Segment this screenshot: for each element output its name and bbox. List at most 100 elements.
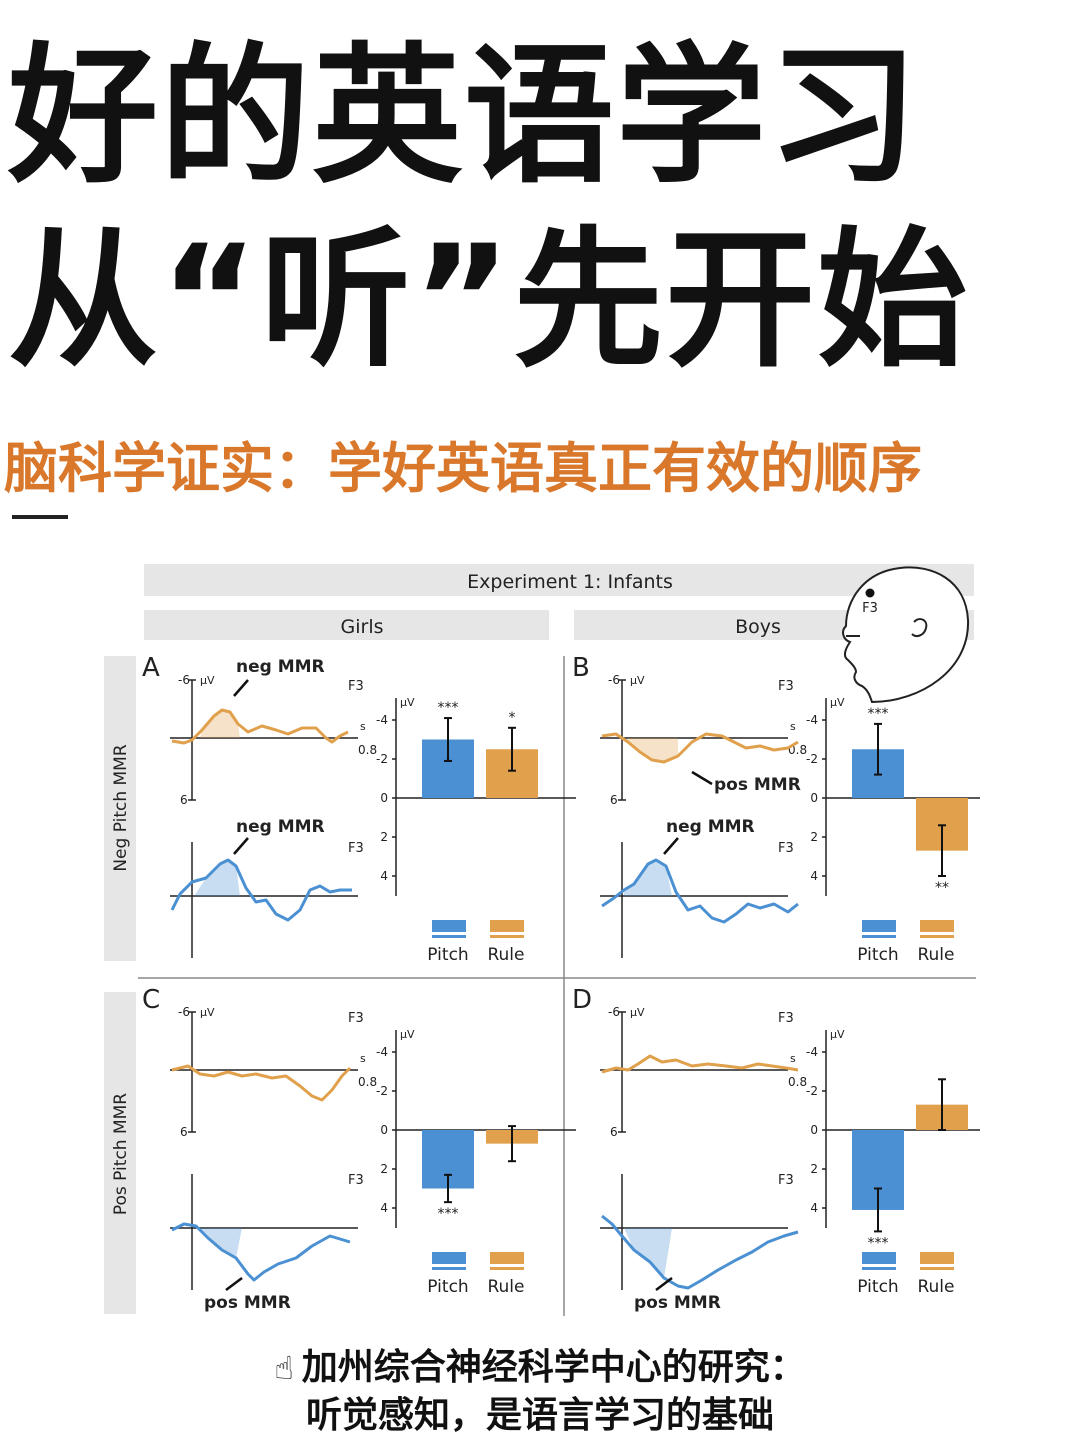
mmr-shaded-area [194,860,240,896]
mmr-shaded-area [624,1228,672,1278]
caption-line-2: 听觉感知，是语言学习的基础 [305,1395,774,1436]
bar-y-tick-label: -2 [806,1084,818,1098]
infant-head-icon [842,566,970,704]
bar-y-tick-label: 4 [810,869,818,883]
main-title-line-2: 从“听”先开始 [8,214,970,388]
pitch-waveform [601,1214,799,1290]
row-label-neg: Neg Pitch MMR [111,744,131,871]
mmr-label: pos MMR [634,1293,721,1313]
legend-swatch-line [432,935,466,938]
mmr-label: pos MMR [204,1293,291,1313]
mmr-label: neg MMR [236,817,325,837]
electrode-label: F3 [778,841,794,856]
row-header-neg [104,656,136,961]
significance-label: *** [438,1206,459,1222]
bar-y-tick-label: 4 [810,1201,818,1215]
legend-label: Rule [917,1277,954,1297]
time-end-label: 0.8 [358,743,377,757]
legend-label: Pitch [857,1277,898,1297]
legend-swatch-line [920,935,954,938]
panel-c: C -6 6 μV F3 s 0.8 F3 pos MMR μV -4 -2 0 2 4 *** Pitch Ru… [142,985,576,1313]
mmr-label: pos MMR [714,775,801,795]
mmr-shaded-area [624,860,672,896]
mmr-shaded-area [200,710,240,738]
wave-tick-label: 6 [180,1125,188,1139]
bar-y-tick-label: -2 [376,1084,388,1098]
mmr-arrow [655,1277,673,1291]
bar-y-tick-label: 2 [810,1162,818,1176]
mmr-arrow [233,837,249,855]
time-unit-label: s [790,720,796,733]
wave-tick-label: 6 [180,793,188,807]
main-title-line-1: 好的英语学习 [8,30,921,204]
wave-tick-label: 6 [610,793,618,807]
time-end-label: 0.8 [358,1075,377,1089]
legend-swatch-line [432,1267,466,1270]
time-unit-label: s [360,1052,366,1065]
bar-y-tick-label: 2 [380,1162,388,1176]
electrode-label: F3 [348,841,364,856]
bar-y-tick-label: 0 [810,1123,818,1137]
legend-label: Pitch [857,945,898,965]
head-electrode-label: F3 [862,601,878,616]
legend-swatch [920,920,954,932]
pointing-hand-icon: ☝ [274,1349,294,1387]
pitch-waveform [601,858,799,924]
panel-letter: A [142,653,160,683]
caption-line-1: ☝ 加州综合神经科学中心的研究： [0,1338,1080,1390]
rule-waveform [171,708,349,745]
electrode-label: F3 [348,1011,364,1026]
pitch-waveform [170,858,352,922]
significance-label: *** [868,1235,889,1251]
rule-waveform [171,1064,352,1102]
wave-tick-label: -6 [608,1005,620,1019]
wave-tick-label: -6 [178,1005,190,1019]
subtitle: 脑科学证实：学好英语真正有效的顺序 [4,437,922,500]
legend-label: Rule [487,945,524,965]
bar-unit-label: μV [400,1028,415,1041]
wave-tick-label: -6 [608,673,620,687]
panel-letter: B [572,653,590,683]
row-header-pos [104,992,136,1314]
pitch-waveform [171,1222,351,1282]
bar-y-tick-label: -2 [376,752,388,766]
significance-label: *** [868,706,889,722]
mmr-label: neg MMR [666,817,755,837]
significance-label: *** [438,700,459,716]
electrode-label: F3 [348,1173,364,1188]
mmr-arrow [663,837,679,855]
legend-swatch-line [862,935,896,938]
wave-unit-label: μV [630,1006,645,1019]
bar-y-tick-label: -4 [376,1045,388,1059]
bar-y-tick-label: -4 [806,713,818,727]
legend-label: Rule [487,1277,524,1297]
legend-swatch [862,920,896,932]
girls-header [144,610,549,640]
bar-y-tick-label: 4 [380,869,388,883]
legend-swatch-line [490,935,524,938]
legend-label: Pitch [427,1277,468,1297]
panel-letter: D [572,985,592,1015]
figure-header-bar [144,564,974,596]
rule-waveform [601,732,799,764]
wave-tick-label: -6 [178,673,190,687]
bar-unit-label: μV [830,1028,845,1041]
bar-y-tick-label: -4 [376,713,388,727]
wave-tick-label: 6 [610,1125,618,1139]
rule-waveform [601,1054,799,1074]
mmr-arrow [233,679,249,697]
electrode-label: F3 [778,1011,794,1026]
legend-swatch [432,1252,466,1264]
bar-y-tick-label: 0 [810,791,818,805]
bar-y-tick-label: -4 [806,1045,818,1059]
mmr-shaded-area [628,738,678,762]
bar-y-tick-label: 2 [810,830,818,844]
legend-swatch [490,920,524,932]
electrode-label: F3 [778,679,794,694]
bar-y-tick-label: 0 [380,791,388,805]
legend-swatch [432,920,466,932]
panel-d: D -6 6 μV F3 s 0.8 F3 pos MMR μV -4 -2 0 2 4 *** Pitch Ru… [572,985,980,1313]
divider [12,515,68,519]
legend-swatch-line [920,1267,954,1270]
